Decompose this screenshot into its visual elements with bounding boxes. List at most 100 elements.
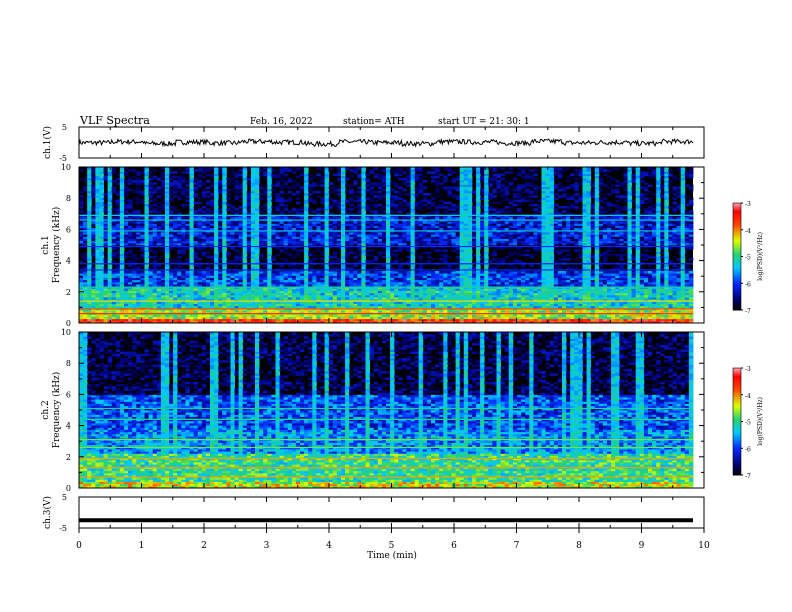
spectrogram-cell — [287, 236, 293, 239]
spectrogram-cell — [255, 320, 260, 324]
spectrogram-cell — [119, 221, 125, 224]
spectrogram-cell — [320, 208, 325, 211]
spectrogram-cell — [119, 305, 125, 309]
spectrogram-cell — [304, 284, 309, 287]
spectrogram-cell — [259, 299, 264, 302]
spectrogram-cell — [99, 314, 104, 317]
spectrogram-cell — [197, 225, 203, 229]
spectrogram-cell — [353, 212, 358, 216]
spectrogram-cell — [205, 169, 211, 172]
spectrogram-cell — [255, 251, 260, 255]
spectrogram-cell — [304, 255, 309, 259]
spectrogram-cell — [128, 251, 133, 255]
spectrogram-cell — [263, 173, 268, 177]
spectrogram-cell — [91, 177, 96, 181]
spectrogram-cell — [148, 227, 154, 231]
spectrogram-cell — [279, 249, 285, 252]
spectrogram-cell — [99, 310, 104, 313]
spectrogram-cell — [99, 253, 104, 257]
spectrogram-cell — [132, 182, 137, 185]
spectrogram-cell — [91, 216, 96, 220]
spectrogram-cell — [201, 275, 207, 278]
spectrogram-cell — [173, 212, 178, 216]
spectrogram-cell — [234, 232, 239, 235]
spectrogram-cell — [263, 320, 268, 324]
spectrogram-cell — [181, 190, 186, 194]
spectrogram-cell — [279, 225, 285, 229]
spectrogram-cell — [115, 299, 121, 302]
spectrogram-cell — [238, 251, 244, 255]
spectrogram-cell — [242, 247, 248, 250]
spectrogram-cell — [201, 171, 207, 174]
spectrogram-cell — [111, 305, 117, 309]
spectrogram-cell — [156, 271, 162, 274]
spectrogram-cell — [95, 299, 100, 302]
spectrogram-cell — [263, 275, 268, 278]
spectrogram-cell — [295, 197, 301, 200]
spectrogram-cell — [87, 184, 92, 187]
spectrogram-cell — [414, 247, 420, 250]
spectrogram-cell — [160, 271, 166, 274]
date-label: Feb. 16, 2022 — [250, 117, 313, 127]
spectrogram-cell — [103, 201, 109, 205]
spectrogram-cell — [107, 212, 113, 216]
spectrogram-cell — [267, 314, 272, 317]
spectrogram-cell — [193, 290, 199, 294]
spectrogram-cell — [242, 316, 248, 320]
spectrogram-cell — [91, 249, 96, 252]
spectrogram-cell — [136, 225, 141, 229]
spectrogram-cell — [304, 271, 309, 274]
spectrogram-cell — [189, 247, 194, 250]
spectrogram-cell — [152, 279, 158, 283]
spectrogram-cell — [140, 279, 145, 283]
spectrogram-cell — [250, 169, 256, 172]
spectrogram-cell — [95, 320, 100, 324]
spectrogram-cell — [87, 208, 92, 211]
spectrogram-cell — [304, 273, 309, 276]
spectrogram-cell — [99, 305, 104, 309]
spectrogram-cell — [99, 242, 104, 246]
spectrogram-cell — [201, 303, 207, 307]
spectrogram-cell — [132, 284, 137, 287]
spectrogram-cell — [83, 232, 88, 235]
spectrogram-cell — [291, 167, 297, 170]
spectrogram-cell — [111, 260, 117, 263]
spectrogram-cell — [87, 284, 92, 287]
spectrogram-cell — [87, 236, 92, 239]
spectrogram-cell — [332, 260, 338, 263]
spectrogram-cell — [242, 288, 248, 291]
spectrogram-cell — [189, 242, 194, 246]
spectrogram-cell — [132, 303, 137, 307]
spectrogram-cell — [156, 281, 162, 285]
spectrogram-cell — [365, 195, 370, 198]
spectrogram-cell — [230, 316, 235, 320]
spectrogram-cell — [263, 240, 268, 244]
spectrogram-cell — [291, 301, 297, 304]
spectrogram-cell — [246, 292, 252, 296]
spectrogram-cell — [295, 284, 301, 287]
spectrogram-cell — [177, 186, 182, 190]
spectrogram-cell — [160, 288, 166, 291]
spectrogram-cell — [181, 234, 186, 237]
spectrogram-cell — [99, 284, 104, 287]
spectrogram-cell — [91, 279, 96, 283]
spectrogram-cell — [267, 266, 272, 270]
spectrogram-cell — [160, 249, 166, 252]
spectrogram-cell — [210, 281, 215, 285]
spectrogram-cell — [300, 294, 305, 298]
spectrogram-cell — [103, 193, 109, 196]
spectrogram-cell — [189, 299, 194, 302]
spectrogram-cell — [103, 238, 109, 242]
spectrogram-cell — [210, 214, 215, 218]
spectrogram-cell — [205, 210, 211, 213]
spectrogram-cell — [169, 210, 174, 213]
spectrogram-cell — [169, 182, 174, 185]
spectrogram-cell — [271, 290, 276, 294]
spectrogram-cell — [144, 271, 149, 274]
spectrogram-cell — [283, 297, 289, 300]
spectrogram-cell — [414, 253, 420, 257]
spectrogram-cell — [291, 297, 297, 300]
spectrogram-cell — [156, 303, 162, 307]
spectrogram-cell — [230, 318, 235, 322]
spectrogram-cell — [287, 177, 293, 181]
